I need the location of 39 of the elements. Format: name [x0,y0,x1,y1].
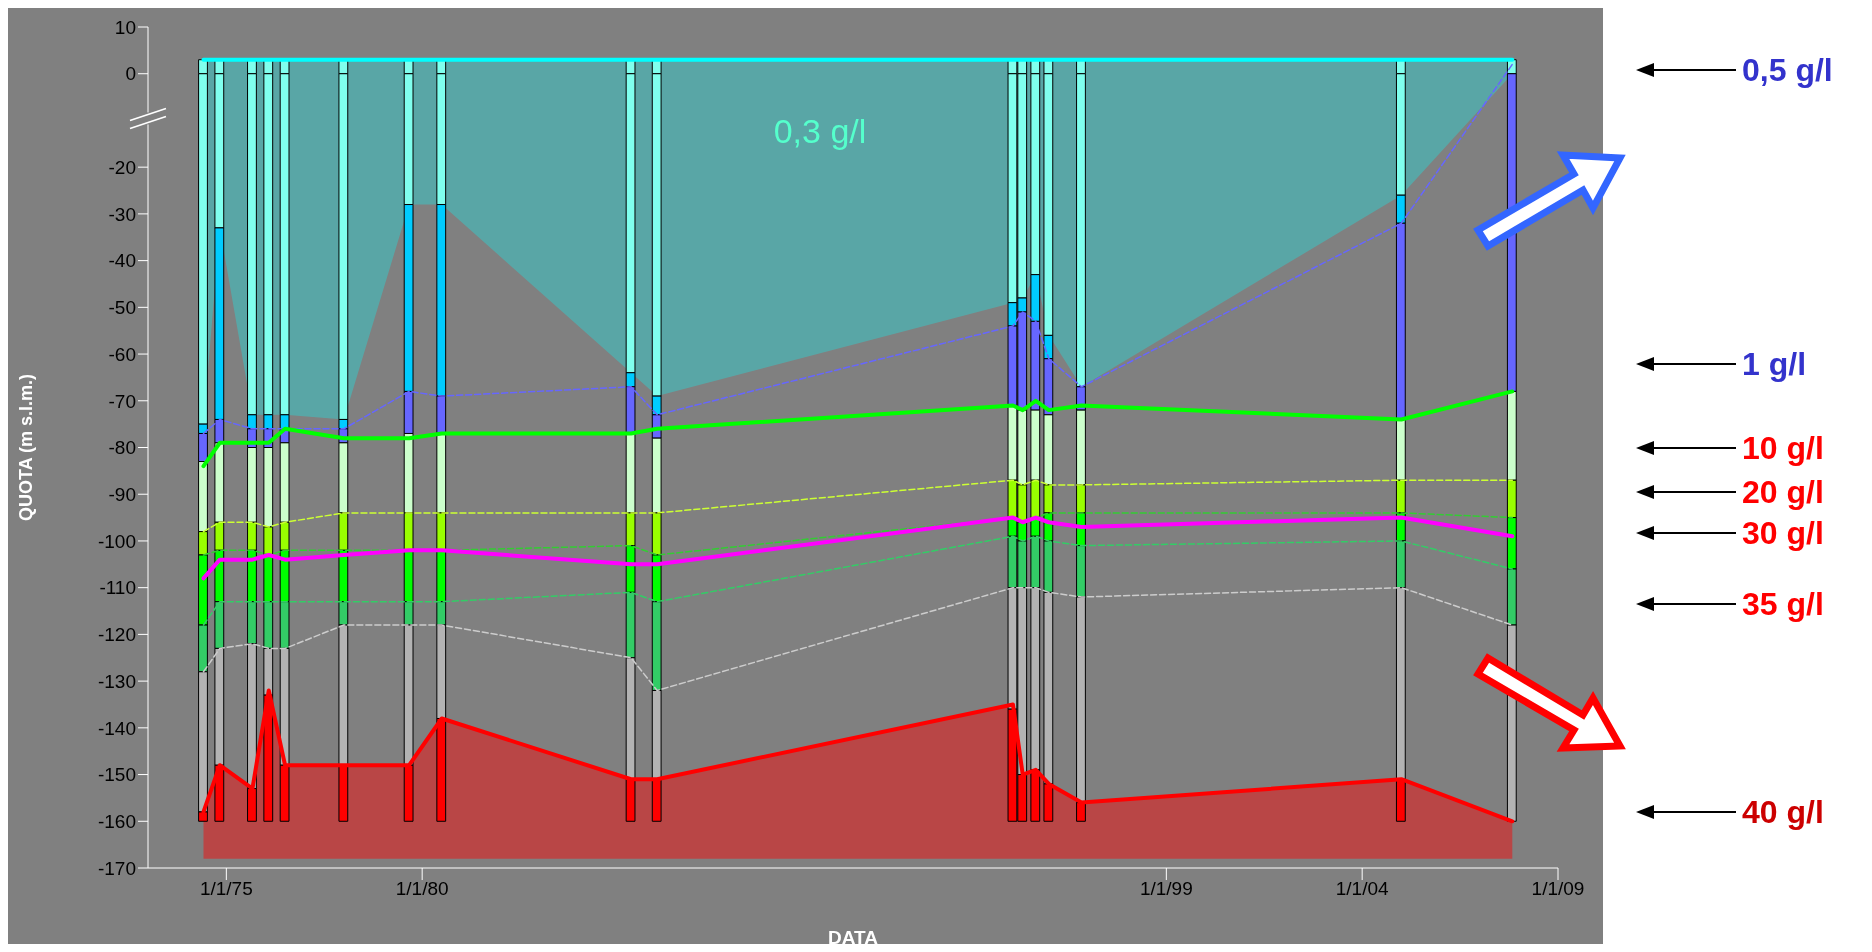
x-tick-label: 1/1/80 [395,878,449,900]
x-tick-label: 1/1/04 [1335,878,1390,900]
annotation: 0,3 g/l [773,112,867,150]
y-tick-label: -40 [108,250,136,272]
y-tick-label: -140 [97,717,136,739]
text: 30 g/l [1742,515,1824,551]
line-series [202,479,1514,533]
line-series [201,688,1515,824]
y-tick-label: -110 [99,577,136,599]
y-tick-label: -160 [97,811,136,833]
text: 10 g/l [1742,430,1824,466]
y-tick-label: -80 [108,437,136,459]
y-tick-label: -30 [108,203,136,225]
y-tick-label: -90 [108,483,136,505]
y-tick-label: -20 [108,156,136,178]
text: 0,5 g/l [1742,52,1833,88]
line-series [202,512,1514,556]
line-series [202,586,1514,692]
x-tick-label: 1/1/09 [1531,878,1585,900]
y-tick-label: 10 [114,16,136,38]
text: 20 g/l [1742,474,1824,510]
line-series [201,389,1515,469]
y-tick-label: -120 [97,624,136,646]
x-tick-label: 1/1/99 [1139,878,1193,900]
y-tick-label: -150 [97,764,136,786]
y-tick-label: -60 [108,343,136,365]
x-axis-title: DATA [828,927,879,948]
text: 40 g/l [1742,794,1824,830]
y-tick-label: -70 [108,390,136,412]
x-tick-label: 1/1/75 [199,878,253,900]
y-tick-label: -50 [108,297,136,319]
text: 1 g/l [1742,346,1807,382]
line-series [201,515,1515,581]
y-tick-label: -170 [97,857,136,879]
text: 35 g/l [1742,586,1824,622]
y-axis-title: QUOTA (m s.l.m.) [16,373,37,522]
y-tick-label: 0 [125,63,136,85]
y-tick-label: -100 [97,530,136,552]
y-tick-label: -130 [97,670,136,692]
